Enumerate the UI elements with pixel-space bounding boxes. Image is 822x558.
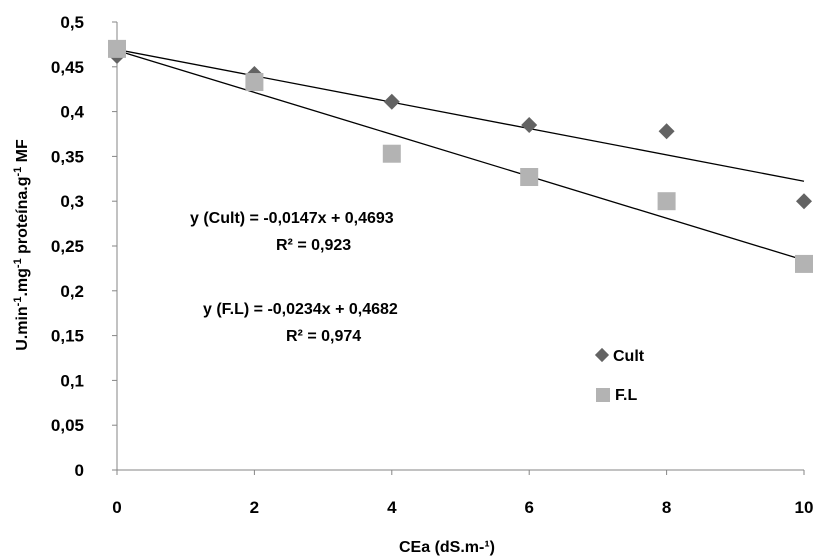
y-tick-label: 0,35 — [51, 147, 84, 166]
x-tick-label: 2 — [250, 498, 259, 517]
data-points — [108, 39, 813, 273]
x-tick-labels: 0 2 4 6 8 10 — [112, 498, 813, 517]
legend-label-fl: F.L — [615, 387, 637, 404]
y-axis-title: U.min-1.mg-1 proteína.g-1 MF — [12, 139, 31, 351]
y-tick-label: 0,2 — [60, 282, 84, 301]
trendlines — [116, 48, 805, 261]
equation-fl: y (F.L) = -0,0234x + 0,4682 — [203, 301, 398, 318]
y-tick-label: 0,05 — [51, 416, 84, 435]
y-tick-label: 0,5 — [60, 13, 84, 32]
equation-annotations: y (Cult) = -0,0147x + 0,4693 R² = 0,923 … — [190, 210, 398, 345]
point-fl — [245, 73, 264, 92]
point-fl — [108, 39, 126, 58]
point-cult — [383, 93, 400, 110]
r2-fl: R² = 0,974 — [286, 328, 361, 345]
y-tick-label: 0,15 — [51, 327, 84, 346]
legend-item-fl: F.L — [596, 387, 637, 404]
y-tick-label: 0 — [75, 461, 84, 480]
r2-cult: R² = 0,923 — [276, 237, 351, 254]
y-tick-labels: 0 0,05 0,1 0,15 0,2 0,25 0,3 0,35 0,4 0,45 0,5 — [51, 13, 85, 480]
x-tick-label: 6 — [524, 498, 533, 517]
legend-marker-fl — [596, 388, 610, 402]
y-tick-label: 0,45 — [51, 58, 84, 77]
trendline-cult — [116, 48, 805, 182]
x-tick-label: 0 — [112, 498, 121, 517]
equation-cult: y (Cult) = -0,0147x + 0,4693 — [190, 210, 394, 227]
trendline-fl — [116, 49, 805, 261]
y-tick-label: 0,4 — [60, 103, 84, 122]
legend-marker-cult — [594, 347, 610, 363]
point-cult — [521, 117, 538, 134]
point-fl — [520, 168, 539, 187]
legend: Cult F.L — [594, 347, 645, 404]
legend-label-cult: Cult — [613, 348, 645, 365]
x-axis-title: CEa (dS.m-¹) — [399, 539, 495, 556]
point-fl — [795, 254, 813, 273]
y-tick-label: 0,3 — [60, 192, 84, 211]
point-fl — [382, 144, 401, 163]
point-fl — [657, 192, 676, 211]
y-tick-label: 0,25 — [51, 237, 84, 256]
x-tick-label: 10 — [795, 498, 814, 517]
legend-item-cult: Cult — [594, 347, 645, 365]
y-tick-label: 0,1 — [60, 371, 84, 390]
point-cult — [658, 123, 675, 140]
x-tick-label: 8 — [662, 498, 671, 517]
point-cult — [796, 193, 812, 210]
x-tick-label: 4 — [387, 498, 397, 517]
y-axis-title-text: U.min-1.mg-1 proteína.g-1 MF — [12, 139, 31, 351]
axes — [112, 21, 805, 475]
